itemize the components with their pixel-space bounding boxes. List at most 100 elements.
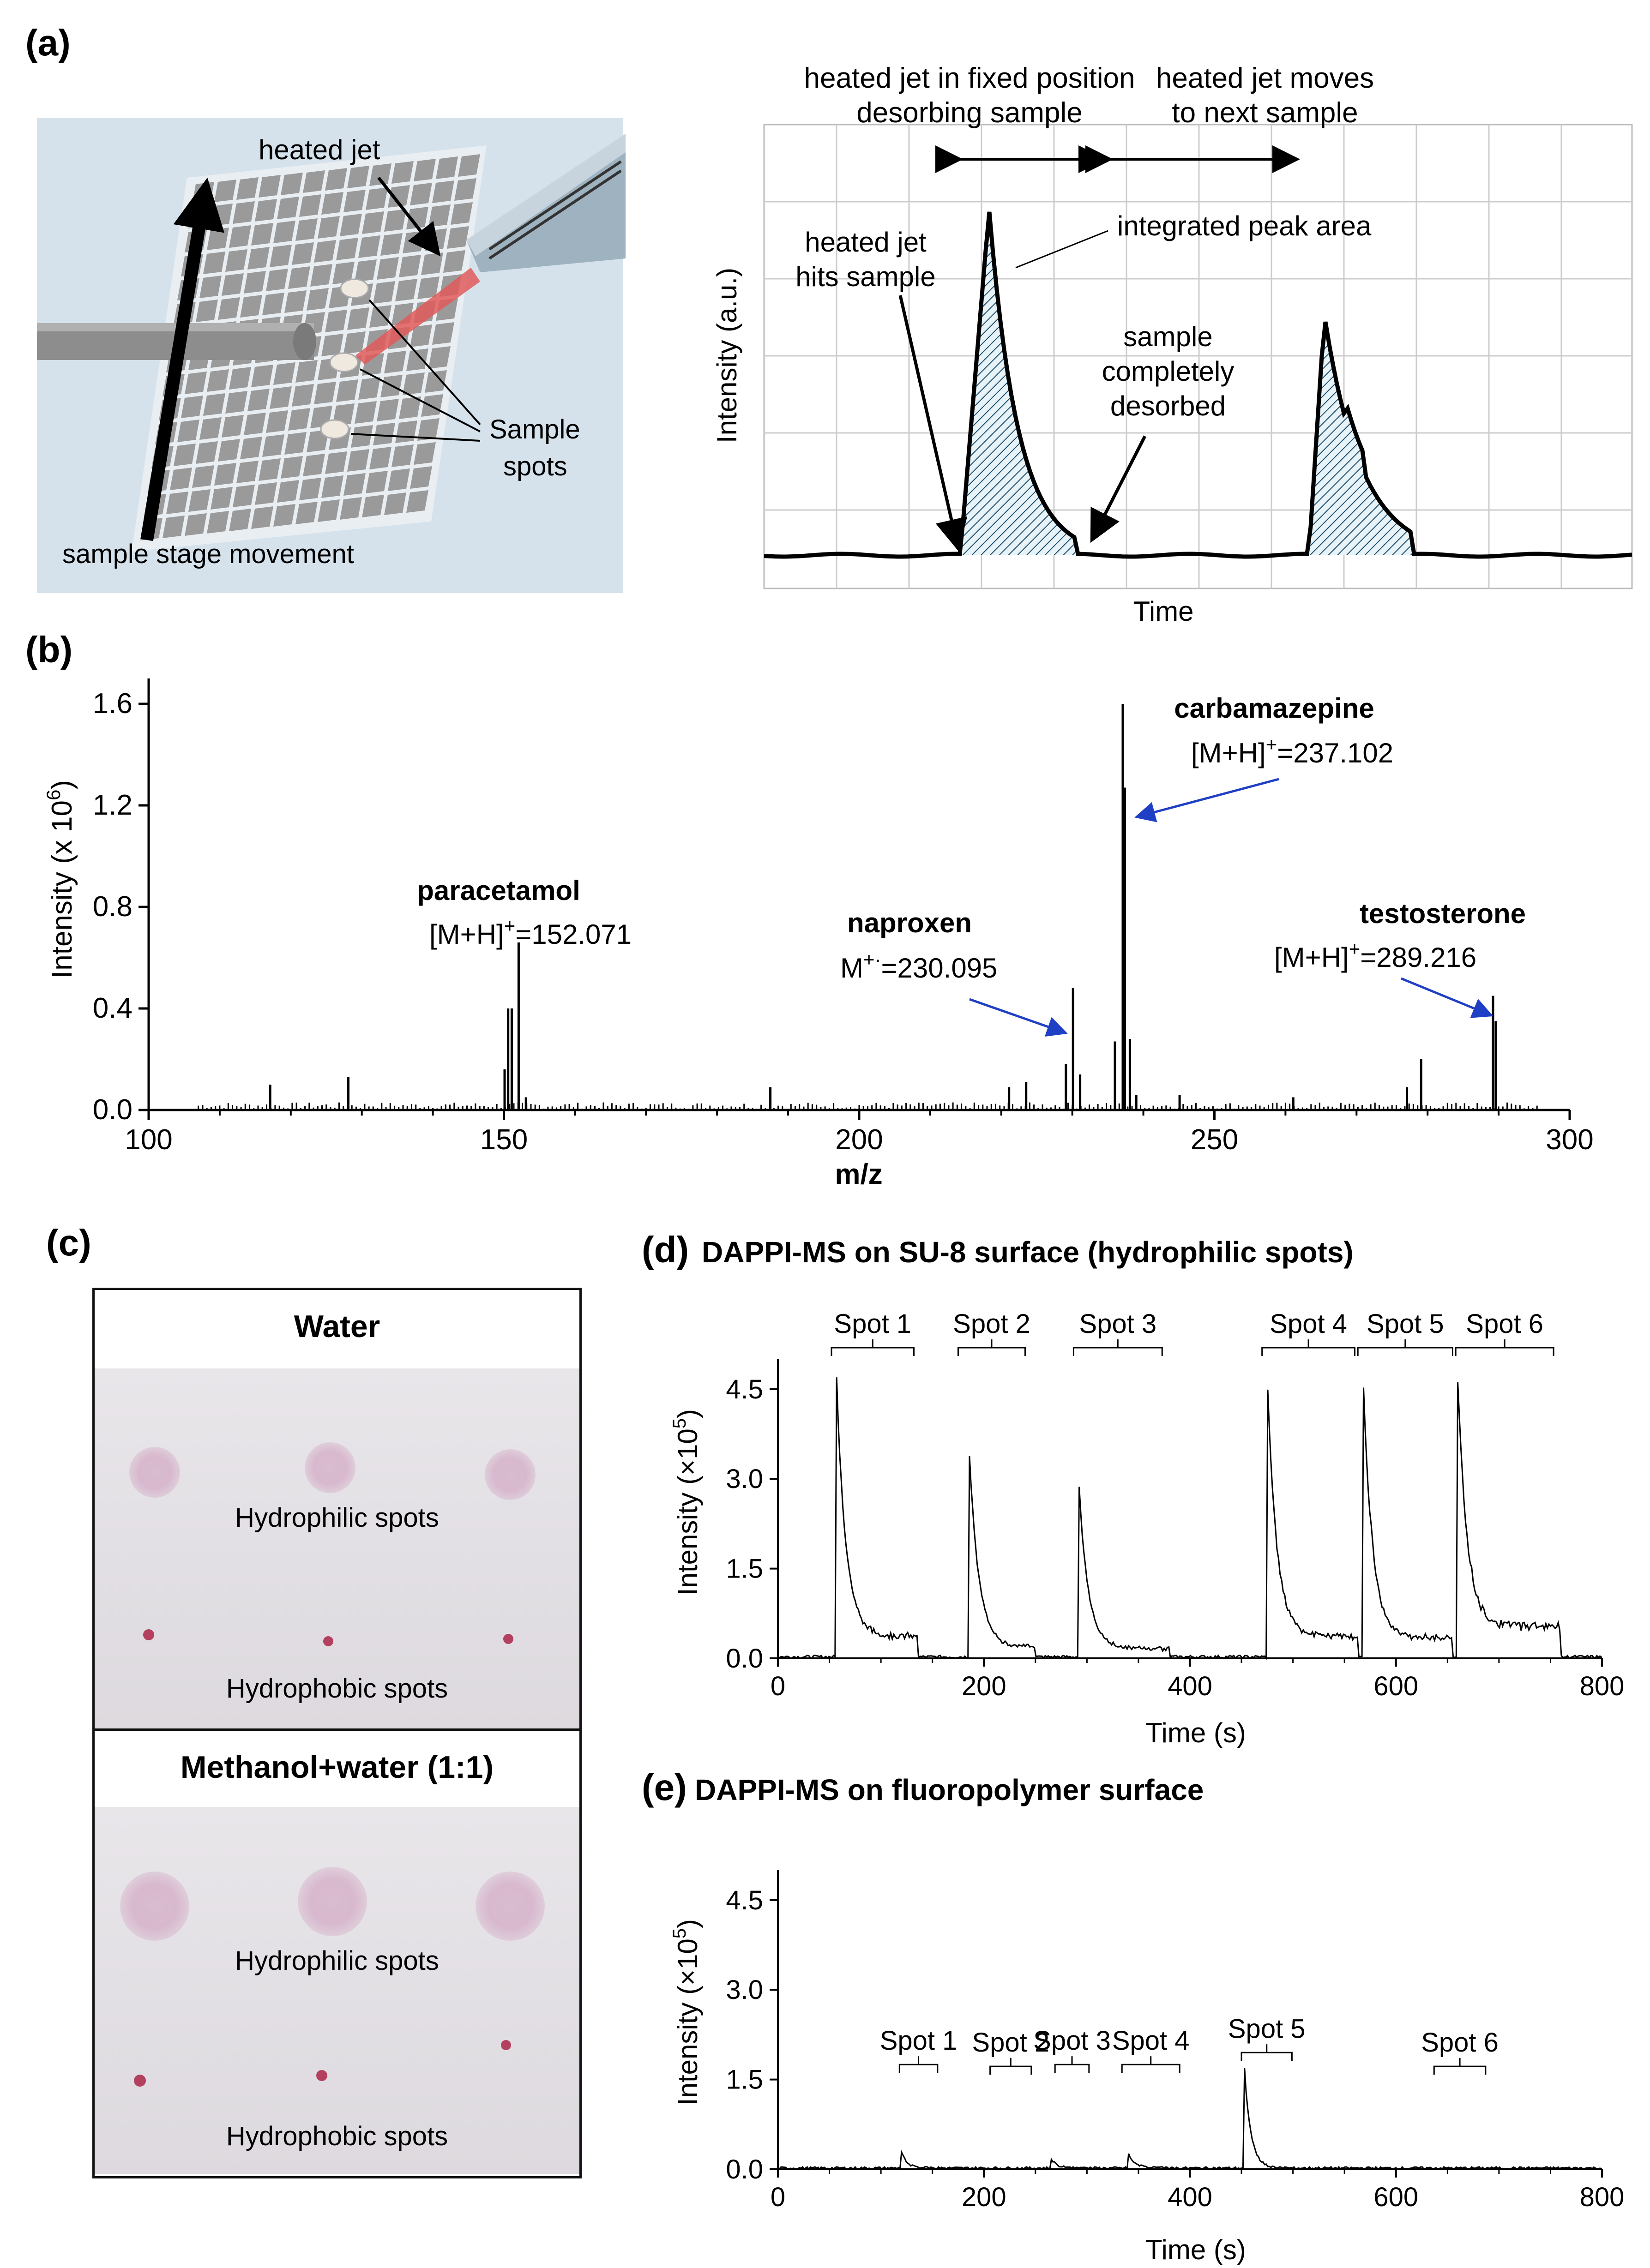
photo-divider <box>95 1728 579 1731</box>
heated-jet-beam <box>355 268 480 365</box>
testosterone-arrow <box>1401 977 1493 1018</box>
x-tick-label: 400 <box>1168 2182 1212 2212</box>
chart-e-title: DAPPI-MS on fluoropolymer surface <box>695 1773 1204 1806</box>
annot-moves-2: to next sample <box>1172 97 1358 129</box>
plate-cell <box>366 471 388 493</box>
spot-bracket <box>1357 1339 1453 1356</box>
hydrophilic-label: Hydrophilic spots <box>235 1503 439 1533</box>
annot-fixed-2: desorbing sample <box>856 97 1082 129</box>
plate-cell <box>266 410 288 433</box>
spot-label: Spot 4 <box>1270 1309 1347 1339</box>
plate-cell <box>199 417 222 440</box>
plate-cell <box>362 495 384 517</box>
annot-desorbed-1: sample <box>1123 321 1212 352</box>
sample-spots-label-2: spots <box>503 451 567 481</box>
panel-label-c: (c) <box>46 1222 91 1263</box>
plate-cell <box>229 367 251 390</box>
plate-cell <box>369 163 391 186</box>
plate-cell <box>373 281 395 304</box>
plate-cell <box>377 399 399 421</box>
x-tick-label: 200 <box>962 2182 1006 2212</box>
stage-rod-end <box>293 323 316 360</box>
plate-cell <box>391 161 414 184</box>
plate-cell <box>343 190 366 212</box>
annot-desorbed-2: completely <box>1102 356 1234 387</box>
plate-cell <box>421 394 443 417</box>
plate-cell <box>281 173 303 195</box>
naproxen-label: naproxen <box>847 907 972 938</box>
plate-cell <box>196 441 218 464</box>
photo-title-methanol: Methanol+water (1:1) <box>180 1750 494 1785</box>
plate-cell <box>403 372 425 395</box>
stage-movement-label: sample stage movement <box>62 539 354 569</box>
plate-cell <box>292 384 314 407</box>
plate-cell <box>229 225 251 248</box>
plate-cell <box>170 468 192 490</box>
spot-bracket <box>1455 1339 1554 1356</box>
panel-label-d-inline: (d) <box>642 1229 689 1270</box>
plate-cell <box>288 408 310 431</box>
hydrophilic-spot <box>476 1872 545 1941</box>
y-tick-label: 1.2 <box>93 789 132 821</box>
concept-xlabel: Time <box>1133 596 1193 627</box>
plate-cell <box>251 223 273 246</box>
y-tick-label: 3.0 <box>726 1975 763 2005</box>
hits-sample-arrow <box>898 295 968 552</box>
plate-cell <box>247 247 270 270</box>
plate-cell <box>399 255 421 277</box>
plate-cell <box>236 177 259 200</box>
plate-cell <box>251 506 273 529</box>
plate-cell <box>177 420 199 442</box>
plate-cell <box>388 185 410 208</box>
x-tick-label: 400 <box>1168 1671 1212 1701</box>
plate-cell <box>229 509 251 531</box>
testosterone-ion: [M+H]+=289.216 <box>1274 938 1476 973</box>
annot-hits-2: hits sample <box>795 261 935 292</box>
concept-ylabel: Intensity (a.u.) <box>711 268 742 443</box>
plate-cell <box>303 454 325 476</box>
plate-cell <box>373 423 395 445</box>
plate-cell <box>233 201 255 224</box>
y-tick-label: 4.5 <box>726 1885 763 1915</box>
spot-label: Spot 6 <box>1466 1309 1543 1339</box>
plate-cell <box>284 432 307 455</box>
plate-cell <box>340 214 362 236</box>
plate-cell <box>295 218 318 241</box>
spot-leader-line <box>360 368 481 432</box>
plate-cell <box>314 382 336 404</box>
plate-cell <box>384 209 406 232</box>
plate-cell <box>266 269 288 291</box>
plate-cell <box>214 463 236 486</box>
plate-cell <box>343 331 366 354</box>
x-tick-label: 600 <box>1373 2182 1418 2212</box>
plate-cell <box>332 262 355 284</box>
plate-cell <box>255 482 277 505</box>
spot-label: Spot 2 <box>972 2028 1049 2058</box>
stage-rod-highlight <box>37 323 314 331</box>
spot-bracket <box>898 2056 939 2073</box>
spot-label: Spot 3 <box>1033 2026 1111 2056</box>
plate-cell <box>185 513 207 536</box>
plate-cell <box>295 360 318 383</box>
plate-cell <box>203 252 225 274</box>
x-tick-label: 250 <box>1191 1124 1238 1156</box>
plate-cell <box>273 362 295 385</box>
y-tick-label: 0.0 <box>93 1094 132 1126</box>
plate-cell <box>211 487 233 510</box>
y-tick-label: 0.0 <box>726 1644 763 1674</box>
hydrophilic-spot <box>298 1867 367 1936</box>
panel-label-b: (b) <box>25 629 72 670</box>
naproxen-ion: M+·=230.095 <box>840 948 997 984</box>
x-tick-label: 200 <box>835 1124 883 1156</box>
spot-bracket <box>1241 2044 1293 2061</box>
plate-cell <box>391 444 414 467</box>
plate-cell <box>277 480 299 503</box>
heated-jet-arrow <box>377 176 441 257</box>
sample-spots-label-1: Sample <box>489 414 580 444</box>
plate-cell <box>436 156 458 179</box>
y-tick-label: 3.0 <box>726 1464 763 1494</box>
plate-cell <box>270 386 292 409</box>
plate-cell <box>399 396 421 419</box>
plate-cell <box>244 271 266 294</box>
spot-label: Spot 1 <box>834 1309 911 1339</box>
